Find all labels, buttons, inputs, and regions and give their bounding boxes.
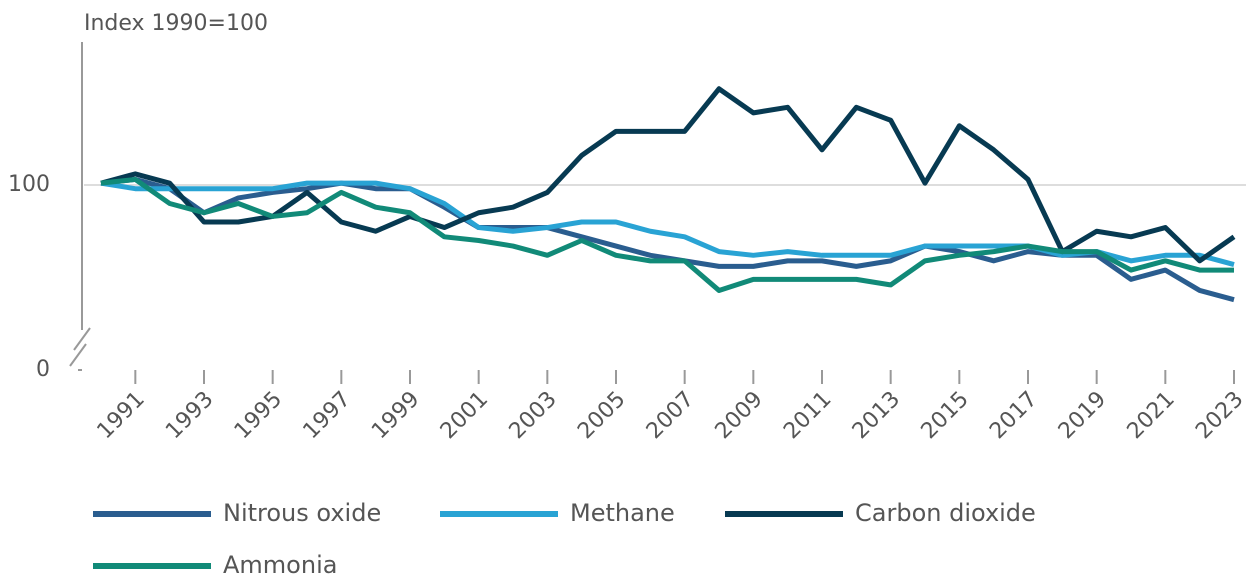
legend-label: Nitrous oxide: [223, 499, 381, 527]
x-tick-label: 2007: [642, 387, 699, 444]
x-tick-label: 1997: [299, 387, 356, 444]
x-tick-label: 2017: [985, 387, 1042, 444]
x-tick-label: 2005: [573, 387, 630, 444]
x-tick-label: 1995: [230, 387, 287, 444]
x-tick-label: 1999: [367, 387, 424, 444]
x-tick-label: 2021: [1123, 387, 1180, 444]
x-tick-label: 2023: [1191, 387, 1246, 444]
x-tick-label: 1993: [161, 387, 218, 444]
legend-label: Ammonia: [223, 551, 337, 578]
series-line: [100, 86, 1236, 264]
series-line: [100, 176, 1235, 303]
y-tick-label: 100: [8, 172, 50, 197]
x-tick-label: 2013: [848, 387, 905, 444]
axis-break: [73, 327, 91, 351]
y-tick-label: 0: [36, 357, 50, 382]
x-tick-label: 2001: [436, 387, 493, 444]
x-tick-label: 2015: [917, 387, 974, 444]
legend-label: Carbon dioxide: [855, 499, 1036, 527]
x-tick-label: 2009: [711, 387, 768, 444]
x-tick-label: 2003: [505, 387, 562, 444]
axis-break: [69, 343, 87, 367]
x-tick-label: 2011: [779, 387, 836, 444]
x-tick-label: 2019: [1054, 387, 1111, 444]
legend-label: Methane: [570, 499, 675, 527]
series-line: [100, 176, 1234, 293]
legend: Nitrous oxide Methane Carbon dioxide Ammoni…: [93, 499, 1036, 578]
x-tick-label: 1991: [93, 387, 150, 444]
y-axis-label: Index 1990=100: [84, 11, 268, 36]
